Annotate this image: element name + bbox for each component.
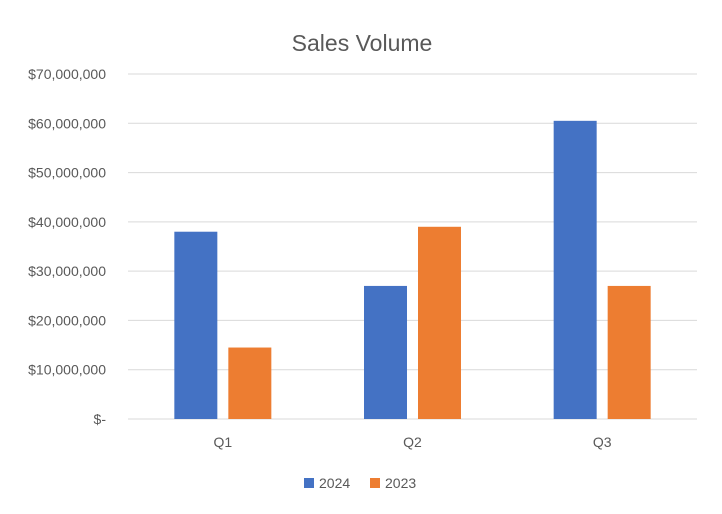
x-category-label: Q1 bbox=[213, 434, 232, 450]
bar-2024-Q1 bbox=[174, 231, 218, 419]
legend: 2024 2023 bbox=[304, 475, 416, 491]
y-tick-label: $50,000,000 bbox=[28, 165, 106, 181]
y-tick-label: $10,000,000 bbox=[28, 362, 106, 378]
x-axis-category-labels: Q1 Q2 Q3 bbox=[213, 434, 611, 450]
y-axis-tick-labels: $- $10,000,000 $20,000,000 $30,000,000 $40,0… bbox=[28, 66, 106, 427]
legend-label: 2024 bbox=[319, 475, 350, 491]
y-tick-label: $60,000,000 bbox=[28, 115, 106, 131]
bars bbox=[174, 120, 651, 420]
y-tick-label: $- bbox=[94, 411, 107, 427]
y-tick-label: $40,000,000 bbox=[28, 214, 106, 230]
bar-2023-Q3 bbox=[607, 285, 651, 419]
legend-label: 2023 bbox=[385, 475, 416, 491]
bar-2023-Q2 bbox=[418, 226, 461, 419]
y-tick-label: $20,000,000 bbox=[28, 312, 106, 328]
x-category-label: Q3 bbox=[593, 434, 612, 450]
legend-swatch-2024 bbox=[304, 478, 314, 488]
gridlines bbox=[128, 73, 697, 420]
chart-title: Sales Volume bbox=[292, 30, 433, 56]
bar-2023-Q1 bbox=[228, 347, 272, 419]
y-tick-label: $70,000,000 bbox=[28, 66, 106, 82]
legend-swatch-2023 bbox=[370, 478, 380, 488]
y-tick-label: $30,000,000 bbox=[28, 263, 106, 279]
bar-2024-Q3 bbox=[553, 120, 597, 420]
x-category-label: Q2 bbox=[403, 434, 422, 450]
bar-2024-Q2 bbox=[364, 285, 407, 419]
